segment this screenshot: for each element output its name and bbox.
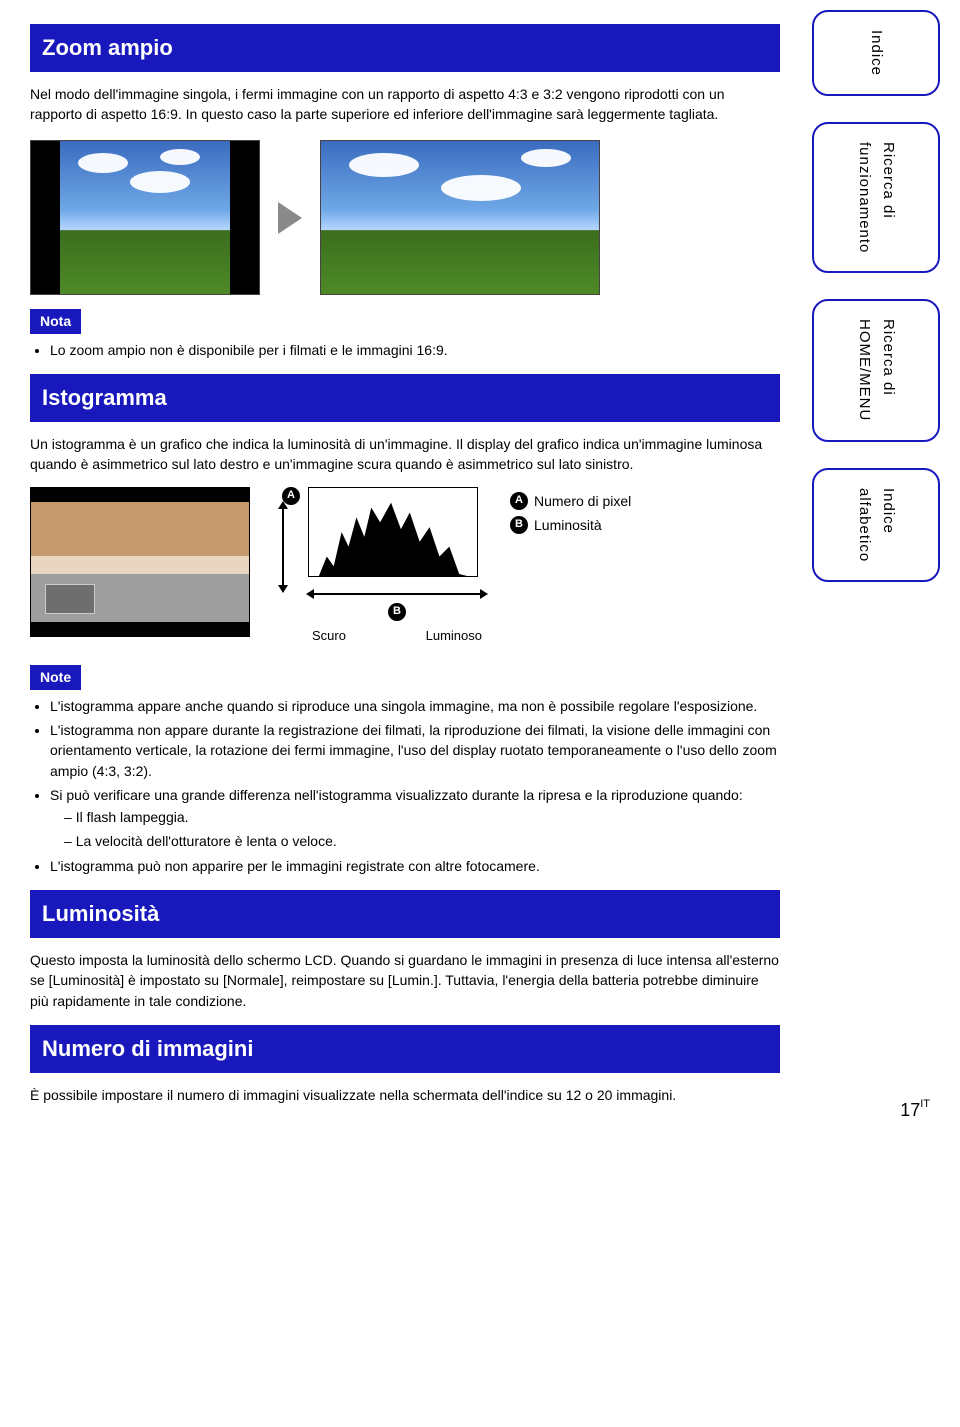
section-numero-header: Numero di immagini [30,1025,780,1073]
legend-a-text: Numero di pixel [534,491,631,511]
histogram-illustration: A B Scuro [30,487,780,646]
legend-b-text: Luminosità [534,515,602,535]
arrow-right-icon [278,202,302,234]
tab-label: HOME/MENU [853,319,875,421]
note-badge: Note [30,665,81,689]
arrow-horizontal-icon [312,593,482,595]
side-tabs: Indice funzionamento Ricerca di HOME/MEN… [812,10,940,582]
marker-b-icon: B [510,516,528,534]
tab-indice[interactable]: Indice [812,10,940,96]
tab-label: Ricerca di [877,319,899,421]
note-item: Lo zoom ampio non è disponibile per i fi… [50,340,780,360]
tab-indice-alfabetico[interactable]: alfabetico Indice [812,468,940,582]
luminosita-body: Questo imposta la luminosità dello scher… [30,950,780,1011]
note-item: L'istogramma appare anche quando si ripr… [50,696,780,716]
tab-label: funzionamento [853,142,875,253]
marker-a-icon: A [510,492,528,510]
sub-note-item: La velocità dell'otturatore è lenta o ve… [64,831,780,851]
section-luminosita-header: Luminosità [30,890,780,938]
page-num-value: 17 [900,1100,920,1120]
istogramma-notes: L'istogramma appare anche quando si ripr… [50,696,780,876]
note-item: L'istogramma non appare durante la regis… [50,720,780,781]
section-istogramma-header: Istogramma [30,374,780,422]
histogram-sample-photo [30,487,250,637]
note-item: Si può verificare una grande differenza … [50,785,780,852]
marker-a-column: A [282,487,300,587]
aspect-16-9-frame [320,140,600,295]
section-zoom-header: Zoom ampio [30,24,780,72]
tab-ricerca-home-menu[interactable]: HOME/MENU Ricerca di [812,299,940,441]
zoom-body: Nel modo dell'immagine singola, i fermi … [30,84,780,125]
arrow-vertical-icon [282,507,284,587]
zoom-illustration [30,140,780,295]
label-scuro: Scuro [312,627,346,646]
tab-ricerca-funzionamento[interactable]: funzionamento Ricerca di [812,122,940,273]
marker-b-icon: B [388,603,406,621]
sub-note-item: Il flash lampeggia. [64,807,780,827]
zoom-notes: Lo zoom ampio non è disponibile per i fi… [50,340,780,360]
tab-label: Indice [877,488,899,562]
page-number: 17IT [900,1097,930,1123]
label-luminoso: Luminoso [426,627,482,646]
histogram-legend: A Numero di pixel B Luminosità [510,487,631,536]
note-text: Si può verificare una grande differenza … [50,787,743,803]
nota-badge: Nota [30,309,81,333]
numero-body: È possibile impostare il numero di immag… [30,1085,780,1105]
page-lang: IT [920,1098,930,1110]
histogram-graph [308,487,478,577]
istogramma-body: Un istogramma è un grafico che indica la… [30,434,780,475]
tab-label: Ricerca di [877,142,899,253]
tab-label: alfabetico [853,488,875,562]
tab-label: Indice [865,30,887,76]
note-item: L'istogramma può non apparire per le imm… [50,856,780,876]
aspect-4-3-frame [30,140,260,295]
